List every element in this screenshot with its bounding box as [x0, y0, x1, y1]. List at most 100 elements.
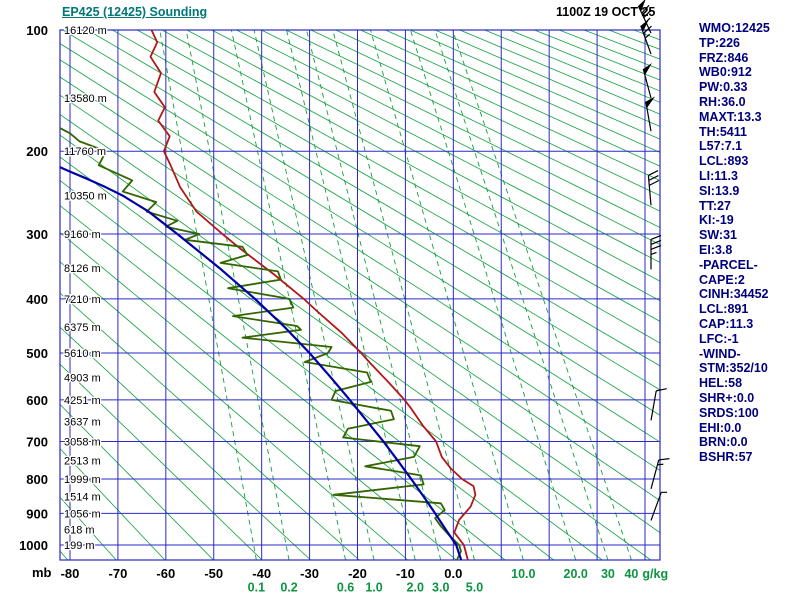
height-label: 1056 m	[64, 508, 101, 520]
height-label: 618 m	[64, 524, 95, 536]
dry-adiabat-line	[60, 156, 603, 560]
index-line: LFC:-1	[699, 331, 739, 346]
index-line: EHI:0.0	[699, 420, 742, 435]
index-line: LCL:891	[699, 302, 749, 317]
mixing-ratio-label: 20.0	[564, 567, 588, 581]
height-label: 6375 m	[64, 322, 101, 334]
dry-adiabat-line	[434, 30, 660, 127]
dry-adiabat-line	[137, 30, 660, 322]
index-line: LI:11.3	[699, 168, 738, 183]
height-label: 11760 m	[64, 146, 106, 158]
dry-adiabat-line	[60, 326, 311, 560]
index-line: KI:-19	[699, 213, 734, 228]
index-line: -PARCEL-	[699, 257, 758, 272]
sounding-title: EP425 (12425) Sounding	[62, 5, 208, 19]
dry-adiabat-line	[60, 76, 660, 471]
wind-barb	[640, 19, 652, 55]
dry-adiabat-line	[60, 403, 214, 560]
height-label: 16120 m	[64, 25, 107, 37]
height-label: 2513 m	[64, 456, 101, 468]
dry-adiabat-line	[60, 59, 660, 443]
index-line: SI:13.9	[699, 183, 740, 198]
index-line: SHR+:0.0	[699, 390, 755, 405]
height-label: 4251 m	[64, 395, 101, 407]
mixing-ratio-line	[434, 30, 609, 560]
plot-border	[59, 29, 661, 561]
dry-adiabat-line	[62, 30, 660, 391]
temp-tick-label: -70	[109, 566, 128, 581]
wetbulb-trace	[60, 166, 463, 560]
height-label: 13580 m	[64, 93, 107, 105]
mixing-ratio-label: 0.6	[337, 581, 354, 595]
index-line: WB0:912	[699, 65, 752, 80]
index-line: -WIND-	[699, 346, 741, 361]
temp-tick-label: 0.0	[444, 566, 462, 581]
wind-barb	[650, 234, 662, 270]
dry-adiabat-line	[310, 30, 660, 197]
index-line: MAXT:13.3	[699, 109, 762, 124]
index-line: TP:226	[699, 35, 740, 50]
dry-adiabat-line	[385, 30, 660, 153]
wind-barb	[645, 96, 656, 132]
dry-adiabat-line	[112, 30, 660, 344]
wind-barb	[650, 388, 667, 421]
wind-barb	[650, 458, 670, 490]
mixing-ratio-label: 2.0	[407, 581, 424, 595]
mixing-ratio-line	[452, 30, 632, 560]
pressure-tick-label: 500	[26, 346, 48, 361]
index-line: RH:36.0	[699, 94, 746, 109]
height-label: 5610 m	[64, 348, 101, 360]
dry-adiabat-line	[261, 30, 660, 228]
datetime-label: 1100Z 19 OCT 25	[556, 5, 656, 19]
dry-adiabat-line	[60, 180, 554, 560]
height-label: 10350 m	[64, 191, 107, 203]
height-label: 1999 m	[64, 474, 101, 486]
dry-adiabat-line	[335, 30, 660, 182]
index-line: BRN:0.0	[699, 435, 748, 450]
dry-adiabat-line	[186, 30, 660, 282]
index-line: WMO:12425	[699, 21, 770, 35]
dry-adiabat-line	[236, 30, 660, 246]
mixing-ratio-line	[230, 30, 346, 560]
mixing-ratio-line	[370, 30, 524, 560]
mixing-ratio-unit-label: g/kg	[642, 567, 668, 581]
pressure-tick-label: 800	[26, 472, 48, 487]
mixing-ratio-label: 1.0	[365, 581, 382, 595]
index-line: SW:31	[699, 228, 737, 243]
temp-tick-label: -10	[396, 566, 415, 581]
dry-adiabat-line	[60, 43, 660, 416]
mixing-ratio-label: 10.0	[511, 567, 535, 581]
dry-adiabat-line	[60, 134, 651, 560]
index-line: STM:352/10	[699, 361, 768, 376]
mixing-ratio-label: 40	[624, 567, 638, 581]
height-label: 1514 m	[64, 492, 101, 504]
mixing-ratio-line	[159, 30, 257, 560]
height-label: 3058 m	[64, 436, 101, 448]
dry-adiabat-line	[60, 448, 166, 560]
dry-adiabat-line	[60, 261, 409, 560]
dry-adiabat-line	[60, 363, 263, 560]
index-line: CAP:11.3	[699, 316, 754, 331]
index-line: TH:5411	[699, 124, 747, 139]
mixing-ratio-line	[332, 30, 475, 560]
dry-adiabat-line	[60, 114, 660, 534]
pressure-tick-label: 900	[26, 506, 48, 521]
wind-barb	[650, 491, 668, 521]
pressure-tick-label: 100	[26, 23, 48, 38]
adiabat-gridlines	[60, 30, 660, 560]
pressure-tick-label: 700	[26, 434, 48, 449]
indices-panel: WMO:12425 TP:226 FRZ:846 WB0:912 PW:0.33 RH:3…	[699, 21, 799, 465]
dry-adiabat-line	[360, 30, 660, 167]
sounding-traces	[60, 30, 477, 560]
temp-tick-label: -50	[204, 566, 223, 581]
dewpoint-trace	[60, 127, 462, 560]
mixing-ratio-lines	[159, 30, 632, 560]
temp-tick-label: -60	[156, 566, 175, 581]
height-label: 199 m	[64, 540, 95, 552]
index-line: PW:0.33	[699, 80, 748, 95]
dry-adiabat-line	[211, 30, 660, 263]
index-line: TT:27	[699, 198, 731, 213]
index-line: L57:7.1	[699, 139, 743, 154]
dry-adiabat-line	[60, 232, 457, 560]
